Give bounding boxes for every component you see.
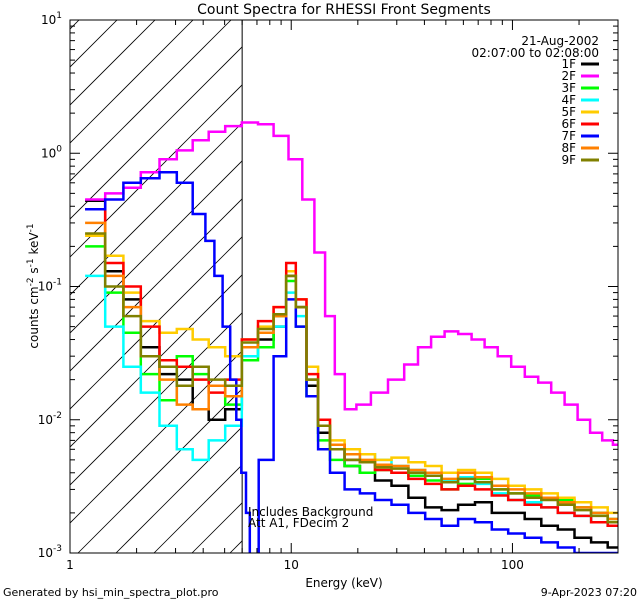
y-tick-label: 10-3 (38, 544, 62, 560)
y-tick-label: 100 (41, 144, 62, 160)
y-tick-label: 10-1 (38, 278, 62, 294)
hatch-line (70, 20, 156, 106)
x-tick-label: 1 (66, 558, 74, 572)
legend-label-7f: 7F (561, 129, 576, 143)
axes-group: 1 10 100 10-3 10-2 10-1 100 101 (38, 11, 619, 572)
hatch-line (70, 84, 243, 258)
hatch-line (70, 160, 243, 334)
hatch-line (70, 20, 232, 182)
hatch-line (70, 312, 243, 486)
time-range-label: 02:07:00 to 02:08:00 (472, 46, 599, 60)
x-axis-label: Energy (keV) (305, 576, 382, 590)
legend-label-9f: 9F (561, 153, 576, 167)
legend-label-8f: 8F (561, 141, 576, 155)
hatch-line (77, 388, 243, 553)
footer-generator: Generated by hsi_min_spectra_plot.pro (3, 586, 219, 599)
footer-timestamp: 9-Apr-2023 07:20 (541, 586, 637, 599)
hatch-line (70, 46, 243, 220)
y-axis-label: counts cm-2 s-1 keV-1 (26, 223, 41, 348)
hatch-line (70, 20, 194, 144)
hatch-line (70, 236, 243, 410)
series-group (85, 121, 618, 553)
hatch-line (70, 350, 243, 524)
hatch-line (70, 122, 243, 296)
annotation-background: Includes Background (248, 505, 373, 519)
legend-label-3f: 3F (561, 81, 576, 95)
series-line-9f (85, 232, 618, 524)
annotation-attenuator: Att A1, FDecim 2 (248, 516, 349, 530)
hatch-line (70, 198, 243, 372)
series-line-8f (85, 221, 618, 521)
legend-label-4f: 4F (561, 93, 576, 107)
hatch-line (268, 0, 640, 553)
y-tick-label: 10-2 (38, 411, 62, 427)
hatch-line (70, 274, 243, 448)
legend-label-6f: 6F (561, 117, 576, 131)
hatch-line (0, 0, 30, 553)
legend-label-2f: 2F (561, 69, 576, 83)
legend-label-5f: 5F (561, 105, 576, 119)
legend-label-1f: 1F (561, 57, 576, 71)
chart-title: Count Spectra for RHESSI Front Segments (197, 2, 491, 18)
y-tick-label: 101 (41, 11, 62, 27)
x-tick-label: 10 (284, 558, 299, 572)
date-label: 21-Aug-2002 (521, 34, 599, 48)
series-line-2f (85, 121, 618, 446)
x-tick-label: 100 (501, 558, 524, 572)
